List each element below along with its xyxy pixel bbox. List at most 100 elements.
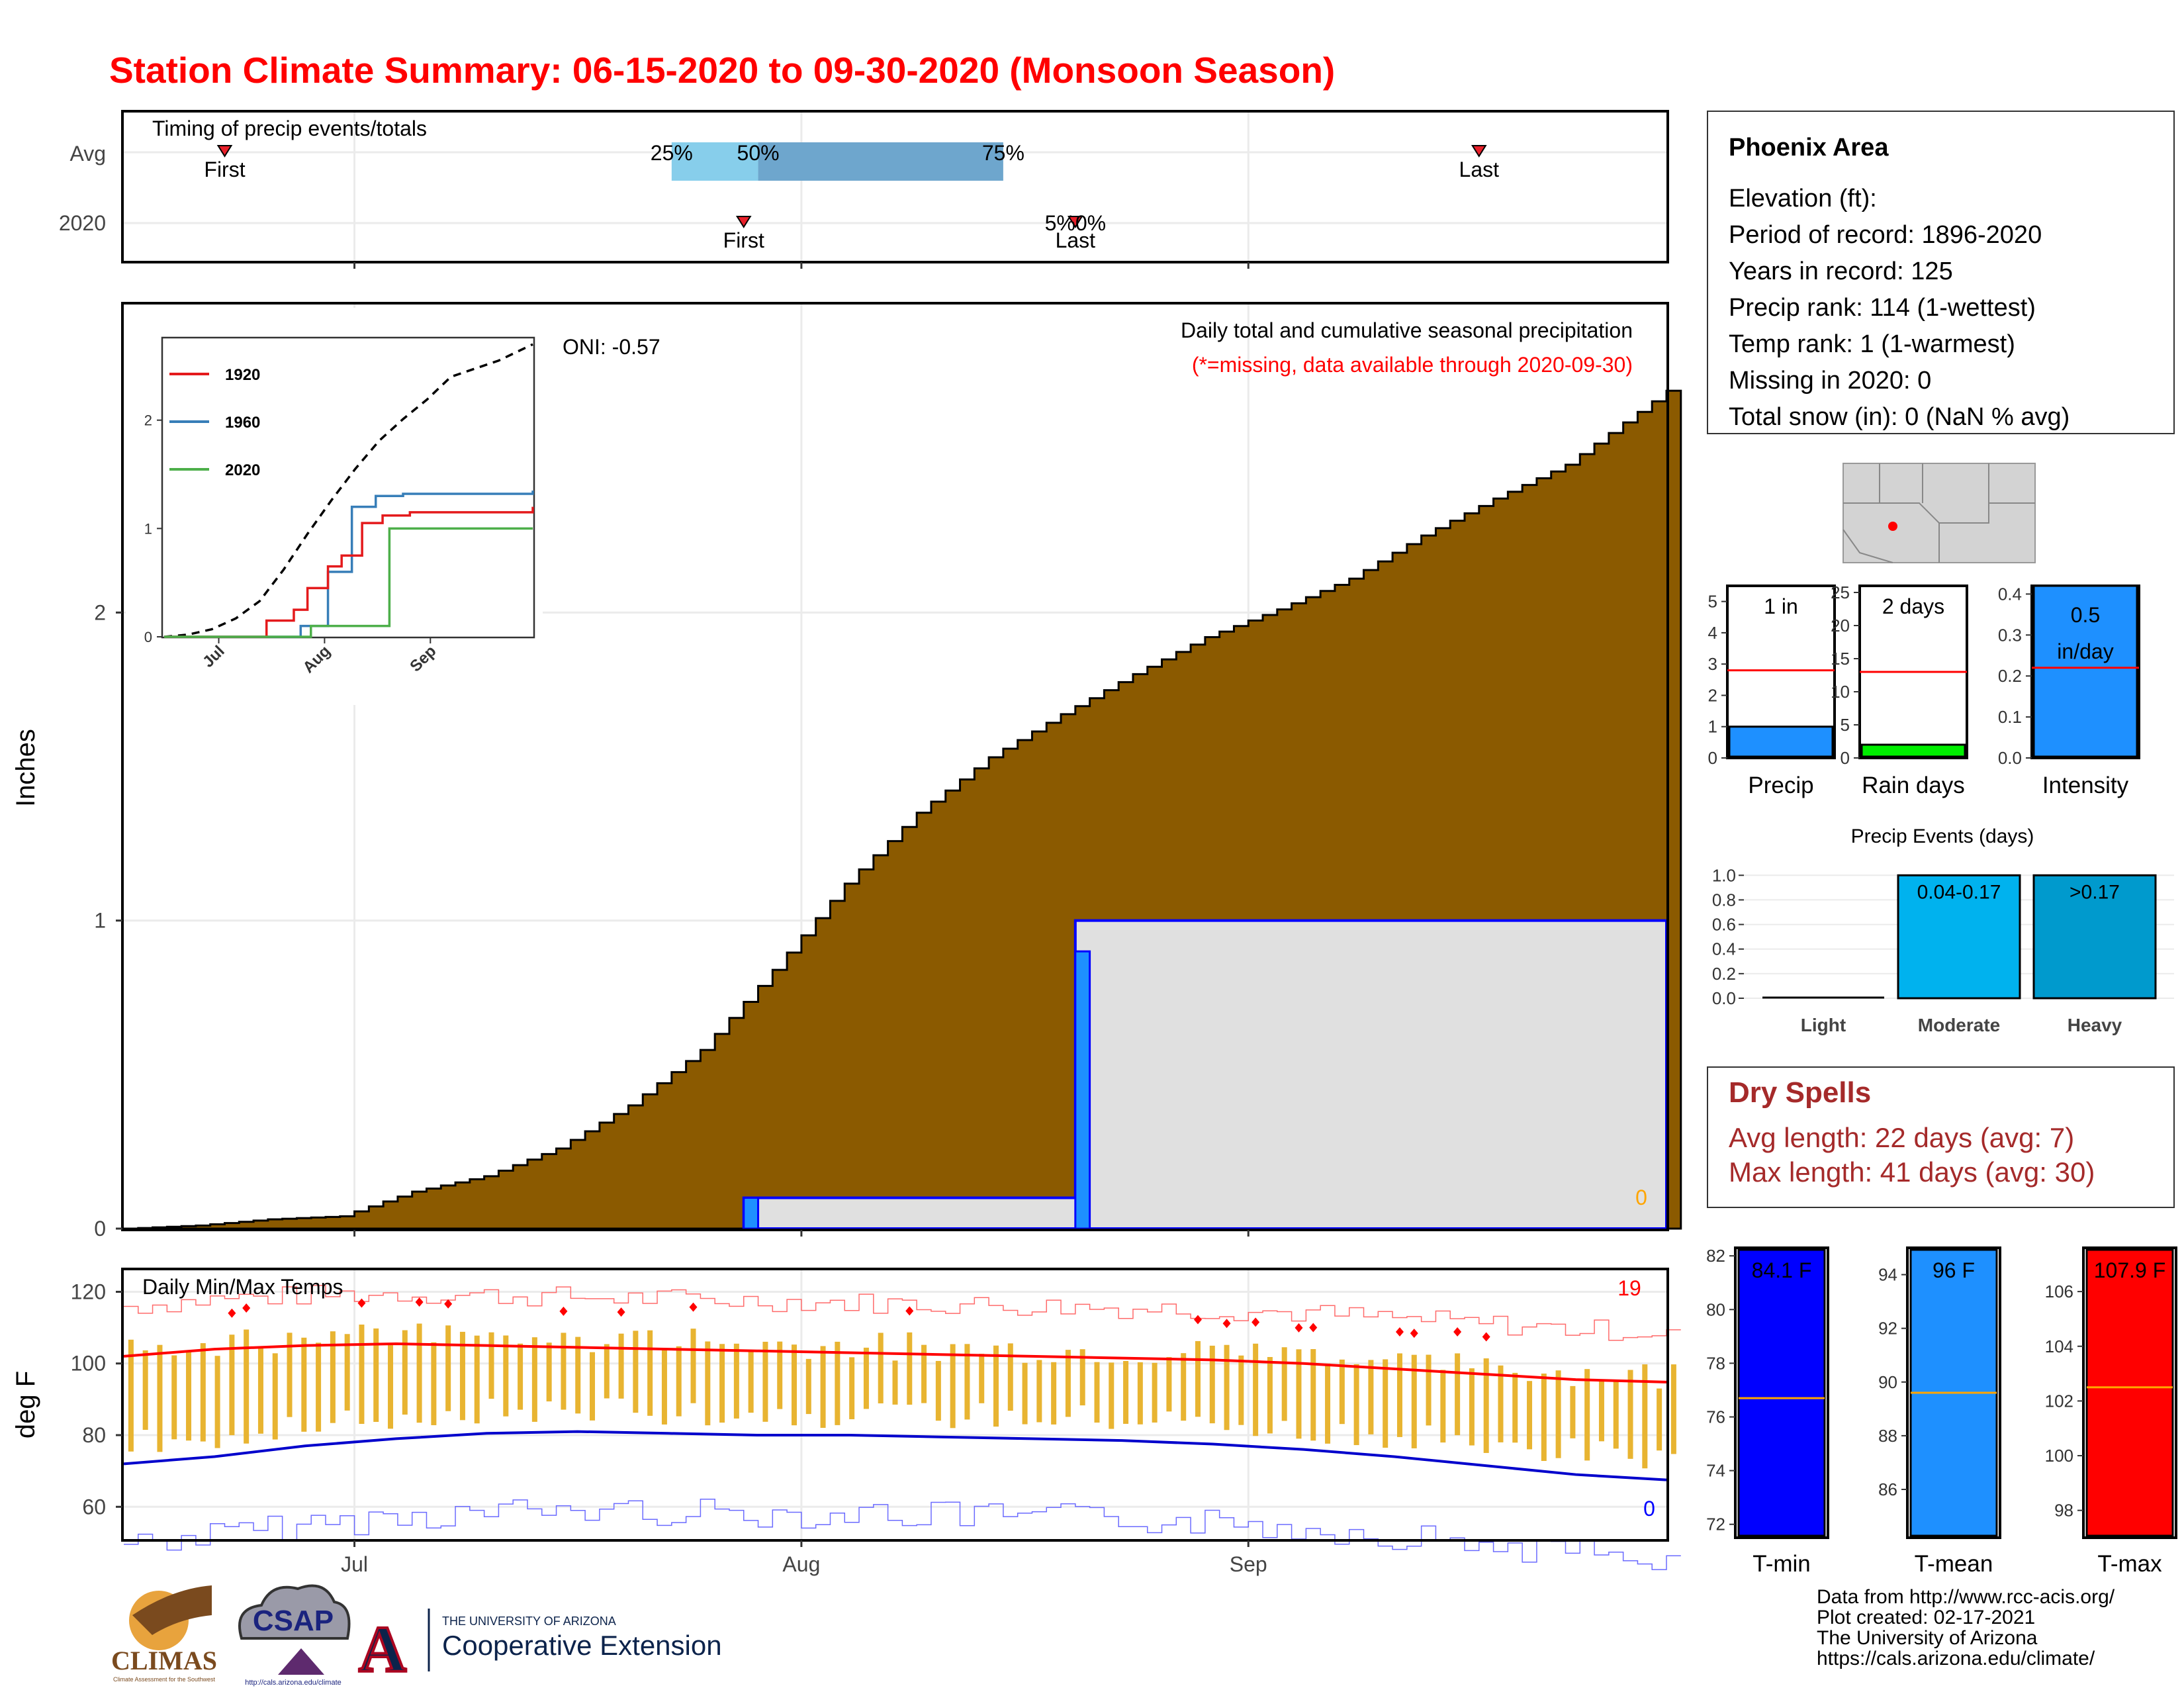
events-xtick-label: Moderate <box>1918 1015 2000 1035</box>
info-line: Total snow (in): 0 (NaN % avg) <box>1729 403 2070 431</box>
daily-temp-bar <box>719 1344 725 1423</box>
daily-temp-bar <box>1498 1365 1504 1442</box>
temp-xtick-label: Aug <box>782 1552 820 1576</box>
temp-bar-xlabel: T-mean <box>1915 1551 1993 1577</box>
daily-temp-bar <box>1238 1355 1244 1425</box>
info-line: Missing in 2020: 0 <box>1729 367 1931 395</box>
csap-url: http://cals.arizona.edu/climate <box>245 1679 341 1687</box>
daily-temp-bar <box>186 1352 192 1441</box>
events-bar-label: 0.04-0.17 <box>1917 881 2001 903</box>
daily-temp-bar <box>330 1331 336 1423</box>
daily-temp-bar <box>733 1343 739 1419</box>
events-bar <box>1897 874 2021 1000</box>
info-line: Temp rank: 1 (1-warmest) <box>1729 330 2015 358</box>
temp-bar-ytick-label: 98 <box>2054 1501 2073 1521</box>
daily-temp-bar <box>157 1344 163 1452</box>
events-ytick-label: 0.8 <box>1712 890 1736 910</box>
daily-temp-bar <box>1440 1370 1446 1443</box>
record-high-marker <box>228 1308 236 1318</box>
timing-panel: Timing of precip events/totals Avg 2020 … <box>59 110 1669 263</box>
record-low-line <box>124 1499 1681 1570</box>
inset-legend-label: 2020 <box>225 461 260 479</box>
ua-bottom-text: Cooperative Extension <box>442 1630 722 1661</box>
inset-ytick-label: 0 <box>144 629 152 645</box>
record-high-marker <box>617 1307 625 1317</box>
avg-last-marker <box>1471 145 1487 158</box>
mini-bar-ytick-label: 5 <box>1708 592 1717 612</box>
record-high-marker <box>1193 1315 1202 1325</box>
daily-temp-bar <box>518 1343 523 1410</box>
daily-temp-bar <box>1368 1360 1374 1434</box>
climas-wordmark: CLIMAS <box>111 1646 217 1675</box>
daily-temp-bar <box>1181 1353 1187 1421</box>
events-bar <box>2032 874 2157 1000</box>
mini-bar-ytick-label: 2 <box>1708 685 1717 705</box>
daily-temp-bar <box>1022 1362 1028 1425</box>
station-location-dot <box>1888 522 1897 531</box>
daily-temp-bar <box>935 1360 941 1421</box>
mini-bar-xlabel: Precip <box>1748 773 1813 798</box>
daily-temp-bar <box>1109 1362 1115 1429</box>
daily-temp-bar <box>459 1331 465 1421</box>
temp-panel-bg <box>122 1269 1668 1540</box>
precip-panel-frame <box>121 302 1669 1231</box>
footer-credits: Data from http://www.rcc-acis.org/ Plot … <box>1817 1586 2115 1669</box>
csap-mountain-icon <box>278 1648 324 1675</box>
daily-temp-bar <box>1253 1343 1259 1436</box>
daily-temp-bar <box>792 1344 797 1426</box>
daily-temp-bar <box>1627 1370 1633 1459</box>
daily-temp-bar <box>849 1357 855 1419</box>
daily-temp-bar <box>777 1341 783 1409</box>
temp-bar-ytick-label: 106 <box>2045 1282 2073 1301</box>
temp-ytick-label: 60 <box>82 1495 106 1519</box>
daily-temp-bar <box>575 1336 581 1414</box>
footer-line: The University of Arizona <box>1817 1627 2038 1649</box>
precip-panel: 0 1 2 Inches Daily total and cumulative se… <box>11 302 1682 1241</box>
record-high-marker <box>357 1298 366 1308</box>
events-bar-label: >0.17 <box>2070 881 2120 903</box>
timing-panel-frame <box>121 110 1669 263</box>
events-ytick-label: 0.2 <box>1712 964 1736 984</box>
daily-temp-bar <box>1512 1372 1518 1443</box>
daily-temp-bar <box>878 1333 884 1404</box>
mini-bar-value <box>1728 726 1834 758</box>
temp-bar-value <box>1737 1248 1826 1537</box>
daily-temp-bar <box>921 1344 927 1403</box>
daily-temp-bar <box>316 1342 322 1432</box>
daily-temp-bar <box>1195 1340 1201 1417</box>
mini-bar-chart: 0 1 2 3 4 5 1 in Precip <box>1708 585 1836 798</box>
mini-bar-ytick-label: 15 <box>1831 649 1850 669</box>
mini-bar-ytick-label: 0.1 <box>1998 707 2022 727</box>
daily-temp-bar <box>431 1342 437 1425</box>
avg-tmax-line <box>123 1342 1667 1383</box>
daily-temp-bar <box>805 1358 811 1415</box>
temp-bar-chart: 98 100 102 104 106 107.9 F T-max <box>2045 1246 2177 1577</box>
daily-temp-bar <box>863 1347 869 1409</box>
mini-bar-top-label: in/day <box>2057 639 2113 663</box>
daily-temp-bar <box>1339 1359 1345 1425</box>
mini-bar-ytick-label: 25 <box>1831 583 1850 602</box>
daily-temp-bar <box>503 1335 509 1417</box>
daily-temp-bar <box>171 1355 177 1440</box>
timing-q50-label: 50% <box>737 141 780 165</box>
daily-temp-bar <box>892 1360 898 1405</box>
daily-temp-bar <box>1123 1360 1129 1424</box>
mini-bar-top-label: 2 days <box>1882 594 1944 618</box>
daily-temp-bar <box>820 1346 826 1429</box>
dry-spells-max: Max length: 41 days (avg: 30) <box>1729 1156 2095 1188</box>
precip-legend-title: Daily total and cumulative seasonal prec… <box>1181 318 1633 342</box>
daily-temp-bar <box>1670 1364 1676 1454</box>
temp-xtick-label: Jul <box>341 1552 368 1576</box>
ua-logo: A THE UNIVERSITY OF ARIZONA Cooperative … <box>357 1609 722 1687</box>
daily-temp-bar <box>474 1335 480 1424</box>
daily-temp-bar <box>214 1356 220 1448</box>
daily-temp-bar <box>1657 1388 1662 1451</box>
daily-temp-bar <box>907 1332 913 1405</box>
daily-temp-bar <box>1281 1347 1287 1421</box>
precip-ytick-label: 2 <box>94 600 106 624</box>
mini-bar-xlabel: Intensity <box>2042 773 2129 798</box>
daily-temp-bar <box>979 1354 985 1403</box>
daily-temp-bar <box>1209 1345 1215 1424</box>
